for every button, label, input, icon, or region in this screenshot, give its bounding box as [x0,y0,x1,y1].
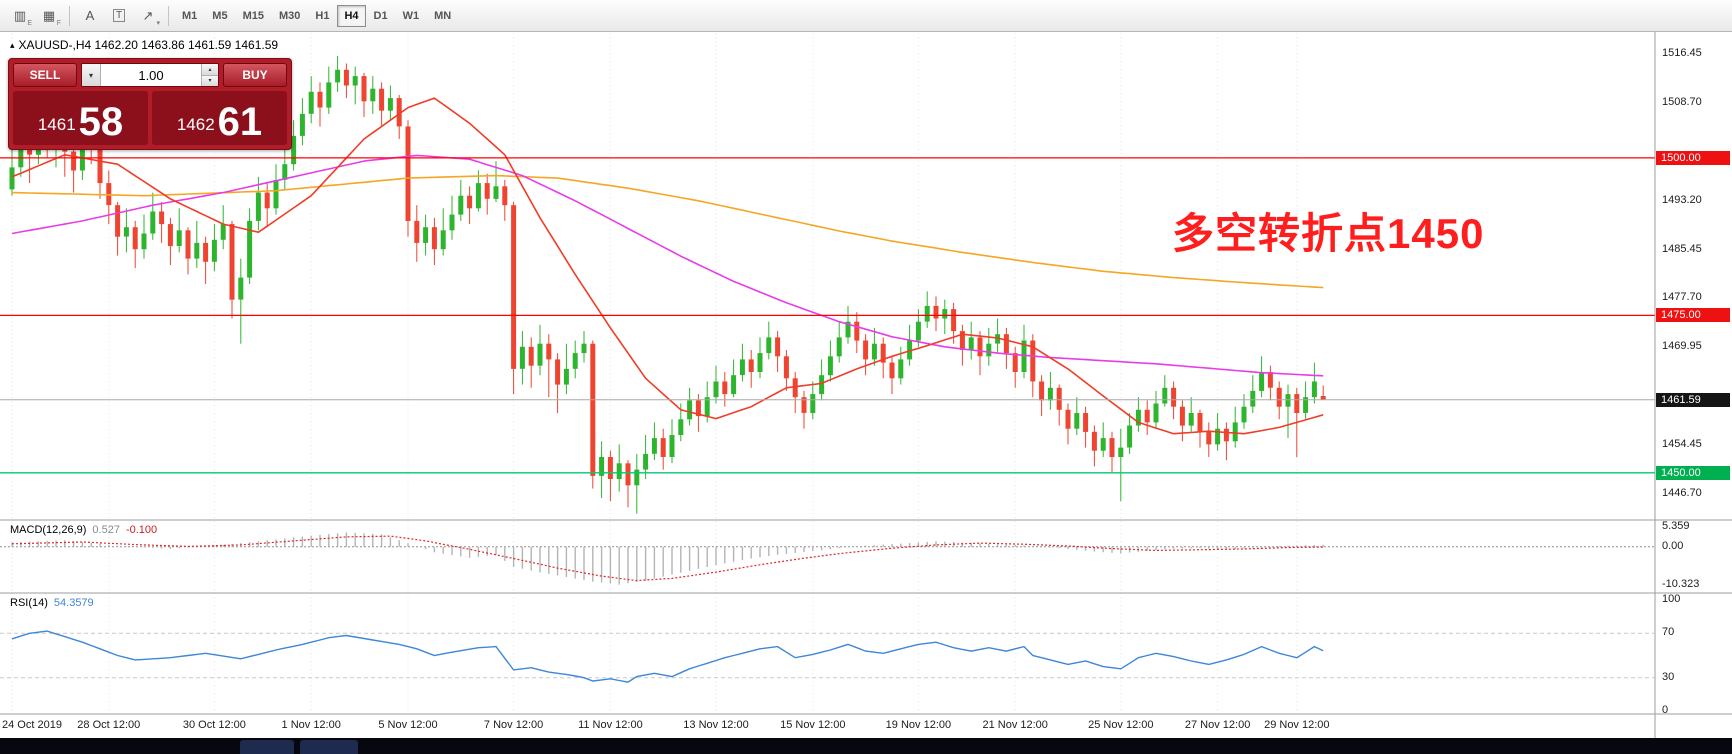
text-box-button[interactable]: T [105,3,133,29]
price-axis[interactable] [1655,32,1732,738]
lot-dropdown-button[interactable]: ▾ [82,64,101,86]
draw-tools-caret-icon: ▾ [156,19,160,27]
rsi-name: RSI(14) [10,597,48,609]
chart-annotation: 多空转折点1450 [1172,210,1485,257]
rsi-value: 54.3579 [53,597,94,609]
profiles-badge: F [56,19,61,27]
chart-header: ▴ XAUUSD-,H4 1462.20 1463.86 1461.59 1461… [10,38,278,52]
chevron-down-icon: ▾ [88,70,93,80]
timeframe-m1-button[interactable]: M1 [182,9,198,22]
sell-button[interactable]: SELL [13,63,77,87]
toolbar: ▥ E ▦ F A T ↗ ▾ M1 M5 M15 M30 H1 H4 D1 W… [0,0,1732,32]
macd-indicator-label: MACD(12,26,9) 0.527 -0.100 [10,524,157,536]
text-label-button[interactable]: A [76,3,104,29]
one-click-trade-panel: SELL ▾ ▴ ▾ BUY 1461 58 1462 61 [8,58,292,150]
spin-up-button[interactable]: ▴ [202,64,218,76]
timeframe-h1-button[interactable]: H1 [315,9,330,22]
timeframe-w1-button[interactable]: W1 [402,9,420,22]
profiles-button[interactable]: ▦ F [35,3,63,29]
timeframe-m30-button[interactable]: M30 [278,9,301,22]
profiles-icon: ▦ [42,8,56,23]
rsi-line [11,630,1324,683]
bottom-tab-1[interactable] [240,740,294,754]
bid-price-display[interactable]: 1461 58 [13,91,148,145]
ask-price-big: 61 [217,100,263,144]
buy-button[interactable]: BUY [223,63,287,87]
time-axis[interactable] [0,714,1655,738]
text-box-icon: T [112,9,126,22]
symbol-triangle-icon: ▴ [10,40,15,50]
draw-tools-button[interactable]: ↗ ▾ [134,3,162,29]
ma-medium-magenta-line [11,154,1324,377]
macd-histogram [11,532,1324,585]
bid-price-small: 1461 [37,115,76,134]
lot-size-input[interactable] [101,64,201,86]
macd-value-signal: -0.100 [125,524,158,536]
rsi-indicator-label: RSI(14) 54.3579 [10,597,94,609]
lot-size-control: ▾ ▴ ▾ [81,63,219,87]
ask-price-display[interactable]: 1462 61 [152,91,287,145]
chart-templates-button[interactable]: ▥ E [6,3,34,29]
text-label-icon: A [85,8,95,23]
toolbar-separator [69,5,70,26]
spin-down-button[interactable]: ▾ [202,75,218,86]
bottom-bar [0,738,1732,754]
draw-tools-icon: ↗ [142,8,154,23]
bid-price-big: 58 [78,100,124,144]
ask-price-small: 1462 [176,115,215,134]
timeframe-d1-button[interactable]: D1 [373,9,388,22]
macd-signal-line [11,535,1324,582]
macd-name: MACD(12,26,9) [10,524,87,536]
chart-templates-badge: E [27,19,32,27]
chart-header-text: XAUUSD-,H4 1462.20 1463.86 1461.59 1461.… [18,38,279,52]
timeframe-m15-button[interactable]: M15 [242,9,264,22]
macd-value-main: 0.527 [92,524,120,536]
bottom-tab-2[interactable] [300,740,358,754]
timeframe-m5-button[interactable]: M5 [212,9,228,22]
ma-fast-red-line [11,97,1324,435]
chart-templates-icon: ▥ [13,8,27,23]
ma-slow-orange-line [11,174,1324,289]
lot-spinner: ▴ ▾ [201,64,218,86]
toolbar-separator [168,5,169,26]
timeframe-h4-button[interactable]: H4 [337,4,366,27]
timeframe-mn-button[interactable]: MN [434,9,452,22]
